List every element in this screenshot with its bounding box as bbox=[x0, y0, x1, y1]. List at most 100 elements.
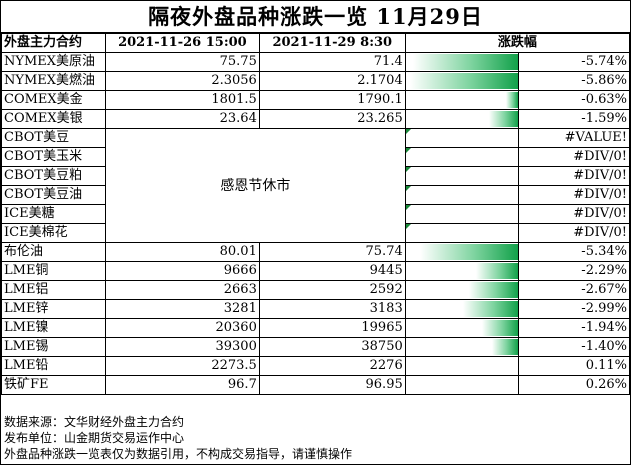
change-bar bbox=[506, 92, 518, 108]
zero-axis bbox=[518, 262, 519, 280]
zero-axis bbox=[518, 338, 519, 356]
zero-axis bbox=[518, 376, 519, 394]
zero-axis bbox=[518, 357, 519, 375]
holiday-note: 感恩节休市 bbox=[104, 128, 406, 243]
price-date2: 96.95 bbox=[258, 375, 406, 395]
change-bar bbox=[475, 263, 518, 279]
change-percent: 0.26% bbox=[518, 375, 630, 395]
zero-axis bbox=[518, 110, 519, 128]
change-bar bbox=[410, 73, 518, 89]
zero-axis bbox=[518, 53, 519, 71]
contract-name: LME铜 bbox=[1, 261, 106, 281]
price-date2: 75.74 bbox=[258, 242, 406, 262]
error-indicator-icon bbox=[406, 224, 411, 229]
change-bar-cell bbox=[404, 147, 520, 167]
change-bar-cell bbox=[404, 299, 520, 319]
change-bar-cell bbox=[404, 242, 520, 262]
change-bar bbox=[492, 339, 518, 355]
change-bar bbox=[468, 282, 518, 298]
zero-axis bbox=[518, 281, 519, 299]
price-date2: 38750 bbox=[258, 337, 406, 357]
price-date2: 71.4 bbox=[258, 52, 406, 72]
change-percent: -1.94% bbox=[518, 318, 630, 338]
change-bar-cell bbox=[404, 280, 520, 300]
price-date2: 2.1704 bbox=[258, 71, 406, 91]
zero-axis bbox=[518, 243, 519, 261]
change-bar-cell bbox=[404, 337, 520, 357]
price-date1: 2273.5 bbox=[104, 356, 260, 376]
error-indicator-icon bbox=[406, 167, 411, 172]
change-bar-cell bbox=[404, 71, 520, 91]
change-bar-cell bbox=[404, 375, 520, 395]
error-indicator-icon bbox=[406, 129, 411, 134]
contract-name: NYMEX美燃油 bbox=[1, 71, 106, 91]
change-percent: #DIV/0! bbox=[518, 223, 630, 243]
table-row: LME锌 3281 3183 -2.99% bbox=[1, 299, 630, 319]
footer-source: 数据来源：文华财经外盘主力合约 bbox=[4, 415, 185, 429]
table-row: NYMEX美原油 75.75 71.4 -5.74% bbox=[1, 52, 630, 72]
header-date2: 2021-11-29 8:30 bbox=[258, 33, 406, 53]
change-bar-cell bbox=[404, 261, 520, 281]
contract-name: 布伦油 bbox=[1, 242, 106, 262]
change-percent: -5.86% bbox=[518, 71, 630, 91]
error-indicator-icon bbox=[406, 148, 411, 153]
price-table: 外盘主力合约 2021-11-26 15:00 2021-11-29 8:30 … bbox=[1, 33, 631, 395]
change-percent: -2.67% bbox=[518, 280, 630, 300]
change-percent: -5.34% bbox=[518, 242, 630, 262]
change-bar-cell bbox=[404, 109, 520, 129]
change-bar-cell bbox=[404, 166, 520, 186]
change-percent: -1.59% bbox=[518, 109, 630, 129]
change-bar-cell bbox=[404, 223, 520, 243]
table-row: LME铝 2663 2592 -2.67% bbox=[1, 280, 630, 300]
price-date1: 1801.5 bbox=[104, 90, 260, 110]
table-row: COMEX美金 1801.5 1790.1 -0.63% bbox=[1, 90, 630, 110]
price-date1: 9666 bbox=[104, 261, 260, 281]
table-row: 铁矿FE 96.7 96.95 0.26% bbox=[1, 375, 630, 395]
change-percent: -5.74% bbox=[518, 52, 630, 72]
change-percent: 0.11% bbox=[518, 356, 630, 376]
table-row: NYMEX美燃油 2.3056 2.1704 -5.86% bbox=[1, 71, 630, 91]
price-date1: 96.7 bbox=[104, 375, 260, 395]
change-bar-cell bbox=[404, 318, 520, 338]
contract-name: LME铅 bbox=[1, 356, 106, 376]
change-percent: -1.40% bbox=[518, 337, 630, 357]
change-bar-cell bbox=[404, 204, 520, 224]
error-indicator-icon bbox=[406, 205, 411, 210]
change-bar bbox=[488, 111, 518, 127]
contract-name: COMEX美银 bbox=[1, 109, 106, 129]
zero-axis bbox=[518, 91, 519, 109]
contract-name: CBOT美豆 bbox=[1, 128, 106, 148]
table-row: LME铅 2273.5 2276 0.11% bbox=[1, 356, 630, 376]
price-date2: 1790.1 bbox=[258, 90, 406, 110]
change-bar-cell bbox=[404, 128, 520, 148]
footer-disclaimer: 外盘品种涨跌一览表仅为数据引用，不构成交易指导，请谨慎操作 bbox=[4, 447, 353, 461]
change-percent: -0.63% bbox=[518, 90, 630, 110]
header-date1: 2021-11-26 15:00 bbox=[104, 33, 260, 53]
change-percent: #VALUE! bbox=[518, 128, 630, 148]
table-row: LME镍 20360 19965 -1.94% bbox=[1, 318, 630, 338]
contract-name: 铁矿FE bbox=[1, 375, 106, 395]
contract-name: ICE美棉花 bbox=[1, 223, 106, 243]
change-bar bbox=[482, 320, 518, 336]
change-percent: -2.29% bbox=[518, 261, 630, 281]
price-date1: 75.75 bbox=[104, 52, 260, 72]
change-bar-cell bbox=[404, 90, 520, 110]
header-contract: 外盘主力合约 bbox=[1, 33, 106, 53]
table-body: NYMEX美原油 75.75 71.4 -5.74% NYMEX美燃油 2.3056 2.1… bbox=[1, 52, 630, 395]
price-date2: 3183 bbox=[258, 299, 406, 319]
price-date1: 80.01 bbox=[104, 242, 260, 262]
change-bar-cell bbox=[404, 356, 520, 376]
zero-axis bbox=[518, 319, 519, 337]
change-bar bbox=[419, 244, 518, 260]
change-percent: #DIV/0! bbox=[518, 147, 630, 167]
table-row: LME锡 39300 38750 -1.40% bbox=[1, 337, 630, 357]
change-bar bbox=[412, 54, 518, 70]
change-percent: #DIV/0! bbox=[518, 166, 630, 186]
change-bar-cell bbox=[404, 52, 520, 72]
price-date2: 2592 bbox=[258, 280, 406, 300]
price-date2: 23.265 bbox=[258, 109, 406, 129]
contract-name: CBOT美豆粕 bbox=[1, 166, 106, 186]
header-row: 外盘主力合约 2021-11-26 15:00 2021-11-29 8:30 … bbox=[1, 33, 631, 53]
change-percent: #DIV/0! bbox=[518, 185, 630, 205]
